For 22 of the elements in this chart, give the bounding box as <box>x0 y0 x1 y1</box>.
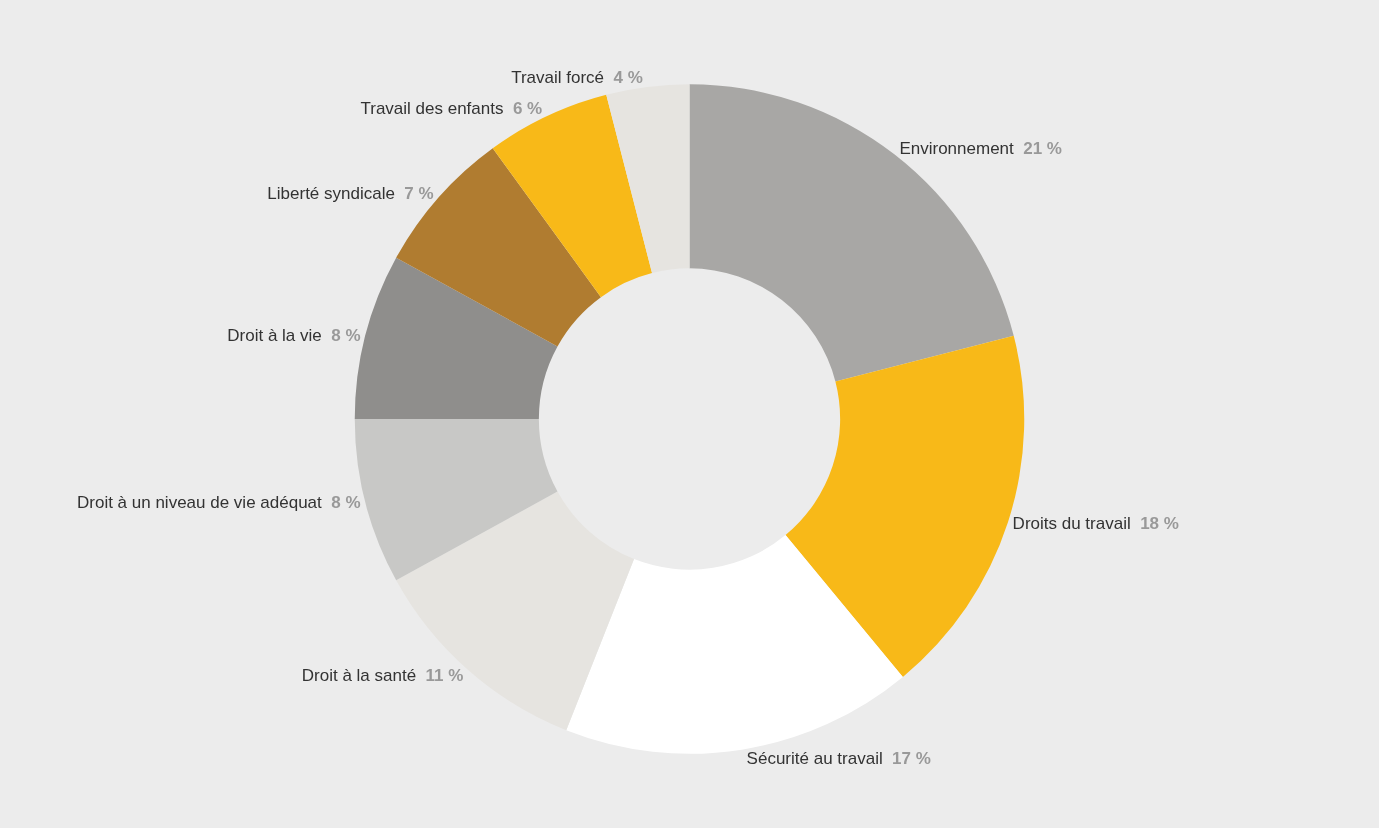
donut-slice <box>606 84 690 274</box>
donut-slice <box>566 535 903 754</box>
donut-slice <box>396 148 601 347</box>
slice-label: Droits du travail <box>1012 513 1131 533</box>
data-label: 17 % <box>892 749 931 769</box>
data-label: 8 % <box>331 493 361 513</box>
slice-label: Droit à la vie <box>227 325 322 345</box>
donut-slice <box>689 84 1014 382</box>
data-label: 4 % <box>613 68 643 88</box>
slice-label: Travail forcé <box>511 68 605 88</box>
slice-label: Environnement <box>899 139 1014 159</box>
data-label: 8 % <box>331 325 361 345</box>
slice-label: Droit à un niveau de vie adéquat <box>76 493 322 513</box>
data-label: 6 % <box>512 98 543 118</box>
data-label: 21 % <box>1023 139 1062 159</box>
slice-label: Travail des enfants <box>360 98 504 118</box>
data-label: 11 % <box>425 665 464 685</box>
slice-label: Liberté syndicale <box>267 183 395 203</box>
data-label: 7 % <box>404 183 434 203</box>
slice-label: Sécurité au travail <box>746 749 883 769</box>
slice-label: Droit à la santé <box>301 665 417 685</box>
data-label: 18 % <box>1140 513 1179 533</box>
